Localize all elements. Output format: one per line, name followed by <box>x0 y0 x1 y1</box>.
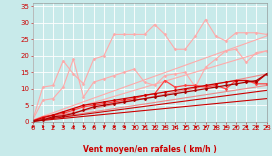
X-axis label: Vent moyen/en rafales ( km/h ): Vent moyen/en rafales ( km/h ) <box>83 145 217 154</box>
